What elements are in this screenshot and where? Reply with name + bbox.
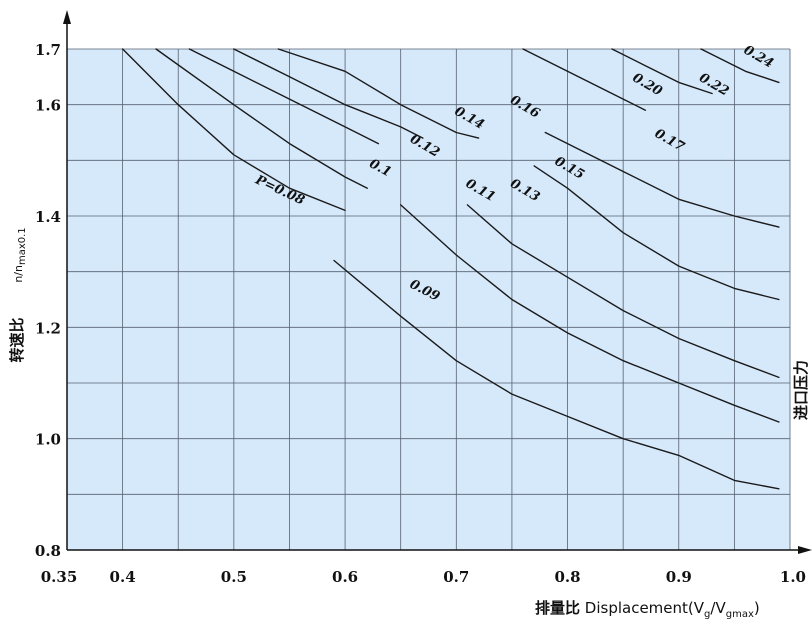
- x-tick-label: 0.8: [554, 568, 580, 586]
- y-tick-label: 1.4: [35, 208, 61, 226]
- series-line-0-11: [400, 204, 780, 423]
- series-layer: [121, 48, 780, 490]
- series-line-0-16: [277, 48, 480, 139]
- series-line-0-12: [188, 48, 380, 145]
- x-tick-label: 0.9: [666, 568, 692, 586]
- series-line-0-24: [700, 48, 780, 84]
- x-axis-arrow: [798, 546, 812, 554]
- series-line-0-17: [544, 131, 780, 228]
- x-axis-title-en: Displacement: [585, 599, 688, 617]
- x-tick-label: 1.0: [780, 568, 806, 586]
- y-axis-arrow: [63, 10, 71, 24]
- series-line-0-14: [233, 48, 424, 139]
- x-axis-title-cn: 排量比: [535, 599, 580, 617]
- plot-area: P=0.080.090.10.110.120.130.140.150.160.1…: [66, 43, 791, 551]
- series-line-P-0-08: [121, 48, 346, 212]
- y-tick-label: 1.0: [35, 431, 61, 449]
- x-tick-label: 0.4: [110, 568, 136, 586]
- y-tick-label: 1.6: [35, 97, 61, 115]
- series-line-0-13: [466, 204, 780, 379]
- series-line-0-1: [155, 48, 368, 189]
- series-line-0-15: [533, 165, 780, 301]
- right-axis-title-cn: 进口压力: [792, 360, 810, 420]
- y-axis-title-cn: 转速比: [8, 317, 26, 362]
- x-axis-formula-close: ): [754, 599, 760, 617]
- x-axis-formula-sub2: gmax: [726, 609, 754, 620]
- series-line-0-22: [611, 48, 713, 95]
- x-axis-formula-slash: /V: [710, 599, 726, 617]
- plot-background: [67, 49, 790, 550]
- x-axis-formula-sub1: g: [704, 609, 710, 620]
- y-axis-title-formula: n/nmax0.1: [12, 227, 28, 282]
- series-line-0-09: [333, 259, 780, 490]
- y-tick-label: 1.7: [35, 41, 61, 59]
- y-tick-label: 1.2: [35, 319, 61, 337]
- x-tick-label: 0.5: [221, 568, 247, 586]
- y-axis-formula-main: n/n: [12, 265, 25, 283]
- x-axis-title: 排量比 Displacement(Vg/Vgmax): [535, 599, 760, 620]
- axes: [63, 10, 812, 554]
- x-tick-label: 0.6: [332, 568, 358, 586]
- series-line-0-20: [522, 48, 647, 111]
- x-tick-label: 0.35: [41, 568, 78, 586]
- x-axis-formula-open: (V: [688, 599, 705, 617]
- y-axis-formula-sub: max0.1: [17, 227, 28, 265]
- x-tick-label: 0.7: [443, 568, 469, 586]
- tick-labels: 0.35 0.4 0.5 0.6 0.7 0.8 0.9 1.0 0.8 1.0 1.2 1.4 1.6…: [35, 41, 806, 586]
- y-tick-label: 0.8: [35, 542, 61, 560]
